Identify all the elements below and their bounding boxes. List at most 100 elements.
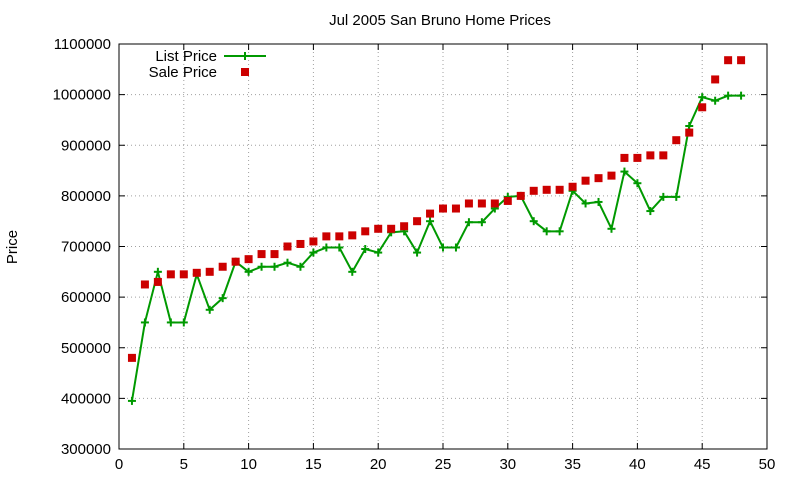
x-tick-labels: 0 5 10 15 20 25 30 35 40 45 50 xyxy=(115,456,776,473)
sale-price-point xyxy=(270,250,279,259)
sale-price-point xyxy=(322,232,331,241)
list-price-point xyxy=(542,227,551,236)
legend: List Price Sale Price xyxy=(149,48,266,81)
list-price-point xyxy=(581,199,590,208)
legend-marker-list-price xyxy=(241,52,249,60)
y-tick-label: 800000 xyxy=(61,188,111,205)
sale-price-point xyxy=(179,270,188,279)
list-price-point xyxy=(374,248,383,257)
list-price-point xyxy=(270,262,279,271)
list-price-point xyxy=(166,318,175,327)
sale-price-point xyxy=(244,255,253,264)
sale-price-point xyxy=(348,231,357,240)
sale-price-point xyxy=(140,280,149,289)
list-price-point xyxy=(179,318,188,327)
sale-price-point xyxy=(296,239,305,248)
sale-price-point xyxy=(218,262,227,271)
sale-price-point xyxy=(477,199,486,208)
list-price-point xyxy=(153,267,162,276)
sale-price-point xyxy=(153,277,162,286)
sale-price-point xyxy=(555,185,564,194)
list-price-point xyxy=(633,179,642,188)
list-price-point xyxy=(451,243,460,252)
list-price-point xyxy=(140,318,149,327)
grid xyxy=(119,44,767,449)
series-sale-price xyxy=(127,56,746,362)
list-price-point xyxy=(283,258,292,267)
x-tick-label: 45 xyxy=(694,456,711,473)
list-price-point xyxy=(413,248,422,257)
x-tick-label: 25 xyxy=(435,456,452,473)
sale-price-point xyxy=(633,153,642,162)
list-price-point xyxy=(205,305,214,314)
sale-price-point xyxy=(283,242,292,251)
sale-price-point xyxy=(400,222,409,231)
sale-price-point xyxy=(529,186,538,195)
series-list-price xyxy=(127,91,746,405)
list-price-point xyxy=(464,218,473,227)
legend-label-sale-price: Sale Price xyxy=(149,64,217,81)
list-price-point xyxy=(646,207,655,216)
list-price-point xyxy=(620,167,629,176)
axis-ticks xyxy=(118,43,768,450)
sale-price-point xyxy=(464,199,473,208)
legend-label-list-price: List Price xyxy=(155,48,217,65)
sale-price-point xyxy=(698,103,707,112)
sale-price-point xyxy=(127,353,136,362)
list-price-point xyxy=(698,93,707,102)
list-price-point xyxy=(529,217,538,226)
sale-price-point xyxy=(685,128,694,137)
sale-price-point xyxy=(205,267,214,276)
sale-price-point xyxy=(490,199,499,208)
sale-price-point xyxy=(192,268,201,277)
y-tick-label: 700000 xyxy=(61,239,111,256)
sale-price-point xyxy=(724,56,733,65)
y-tick-label: 500000 xyxy=(61,340,111,357)
x-tick-label: 20 xyxy=(370,456,387,473)
y-tick-labels: 300000 400000 500000 600000 700000 800000 9000… xyxy=(53,36,111,458)
sale-price-point xyxy=(426,209,435,218)
sale-price-point xyxy=(516,191,525,200)
sale-price-point xyxy=(361,227,370,236)
list-price-point xyxy=(477,218,486,227)
list-price-point xyxy=(296,262,305,271)
list-price-line xyxy=(130,94,742,402)
list-price-point xyxy=(659,192,668,201)
sale-price-point xyxy=(503,196,512,205)
sale-price-point xyxy=(335,232,344,241)
list-price-point xyxy=(257,262,266,271)
sale-price-point xyxy=(451,204,460,213)
sale-price-point xyxy=(607,171,616,180)
sale-price-point xyxy=(439,204,447,213)
sale-price-point xyxy=(581,176,590,185)
list-price-point xyxy=(724,91,733,100)
y-tick-label: 1100000 xyxy=(54,36,111,53)
sale-price-point xyxy=(387,224,396,233)
sale-price-point xyxy=(542,185,551,194)
y-tick-label: 400000 xyxy=(61,390,111,407)
x-tick-label: 10 xyxy=(240,456,257,473)
list-price-point xyxy=(335,243,344,252)
list-price-point xyxy=(426,217,435,226)
list-price-point xyxy=(439,243,447,252)
list-price-point xyxy=(594,197,603,206)
list-price-point xyxy=(672,192,681,201)
list-price-point xyxy=(361,245,370,254)
x-tick-label: 15 xyxy=(305,456,322,473)
y-tick-label: 900000 xyxy=(61,137,111,154)
sale-price-point xyxy=(659,151,668,160)
list-price-point xyxy=(322,243,331,252)
sale-price-point xyxy=(711,75,720,84)
sale-price-point xyxy=(620,153,629,162)
sale-price-point xyxy=(231,257,240,266)
sale-price-point xyxy=(309,237,318,246)
y-tick-label: 1000000 xyxy=(53,87,111,104)
sale-price-point xyxy=(646,151,655,160)
list-price-point xyxy=(309,248,318,257)
y-tick-label: 600000 xyxy=(61,289,111,306)
x-tick-label: 5 xyxy=(180,456,188,473)
x-tick-label: 40 xyxy=(629,456,646,473)
x-tick-label: 50 xyxy=(759,456,776,473)
